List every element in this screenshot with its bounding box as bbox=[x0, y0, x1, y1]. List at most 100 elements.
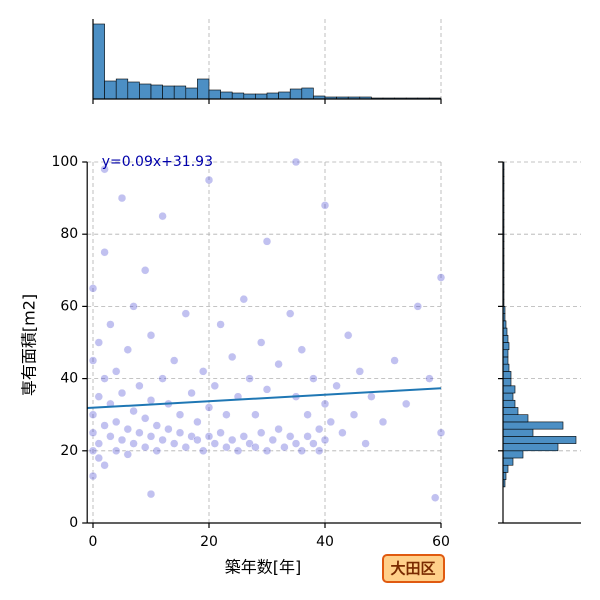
point bbox=[123, 424, 133, 434]
point bbox=[111, 367, 121, 376]
point bbox=[88, 428, 98, 437]
y-tick-label: 20 bbox=[60, 443, 78, 459]
point bbox=[320, 201, 330, 210]
histogram-bar bbox=[150, 84, 163, 100]
point bbox=[401, 399, 411, 409]
point bbox=[158, 211, 167, 221]
point bbox=[111, 446, 121, 456]
point bbox=[210, 439, 220, 448]
point bbox=[349, 410, 359, 419]
point bbox=[204, 175, 214, 185]
x-axis-label: 築年数[年] bbox=[225, 558, 302, 577]
histogram-bar bbox=[115, 78, 129, 100]
histogram-bar bbox=[502, 407, 519, 416]
point bbox=[303, 410, 312, 419]
point bbox=[320, 435, 330, 445]
histogram-bar bbox=[231, 92, 245, 100]
histogram-bar bbox=[502, 349, 509, 358]
point bbox=[169, 439, 179, 448]
histogram-bar bbox=[104, 80, 117, 100]
histogram-bar bbox=[502, 392, 514, 401]
point bbox=[256, 428, 266, 437]
point bbox=[100, 248, 109, 257]
histogram-bar bbox=[185, 87, 198, 100]
point bbox=[100, 460, 109, 470]
point bbox=[140, 266, 150, 275]
point bbox=[94, 392, 104, 401]
point bbox=[378, 417, 388, 427]
point bbox=[251, 442, 260, 452]
point bbox=[181, 309, 191, 318]
point bbox=[111, 417, 121, 427]
point bbox=[291, 157, 301, 167]
histogram-bar bbox=[502, 421, 564, 430]
histogram-bar bbox=[197, 78, 210, 100]
x-tick-label: 20 bbox=[200, 534, 218, 550]
point bbox=[106, 432, 115, 441]
point bbox=[175, 428, 185, 437]
point bbox=[303, 432, 312, 441]
histogram-bar bbox=[502, 428, 534, 437]
point bbox=[88, 356, 98, 365]
point bbox=[94, 439, 104, 448]
point bbox=[436, 428, 446, 437]
histogram-bar bbox=[502, 443, 559, 452]
y-axis-label: 専有面積[m2] bbox=[20, 294, 39, 396]
point bbox=[146, 396, 156, 405]
point bbox=[146, 489, 156, 499]
point bbox=[233, 446, 243, 456]
point bbox=[268, 435, 278, 445]
point bbox=[314, 424, 324, 434]
point bbox=[117, 435, 127, 445]
x-tick-label: 60 bbox=[432, 534, 450, 550]
annotation: y=0.09x+31.93 bbox=[102, 154, 213, 170]
histogram-bar bbox=[255, 93, 268, 100]
point bbox=[100, 421, 109, 430]
point bbox=[216, 428, 225, 437]
point bbox=[158, 374, 167, 383]
point bbox=[355, 367, 365, 376]
point bbox=[343, 331, 353, 340]
badge-box bbox=[382, 554, 445, 583]
point bbox=[187, 388, 196, 398]
point bbox=[413, 302, 423, 311]
point bbox=[256, 338, 266, 347]
point bbox=[274, 359, 283, 369]
point bbox=[216, 320, 225, 329]
point bbox=[222, 442, 231, 452]
point bbox=[123, 450, 133, 459]
histogram-bar bbox=[289, 88, 303, 100]
point bbox=[140, 442, 150, 452]
regression-line bbox=[87, 387, 442, 410]
point bbox=[309, 374, 318, 383]
histogram-bar bbox=[220, 91, 233, 100]
histogram-bar bbox=[502, 457, 514, 466]
point bbox=[262, 385, 272, 394]
histogram-bar bbox=[243, 93, 256, 100]
point bbox=[274, 424, 283, 434]
point bbox=[291, 439, 301, 448]
point bbox=[146, 432, 156, 441]
point bbox=[338, 428, 347, 437]
point bbox=[314, 446, 324, 456]
point bbox=[204, 432, 214, 441]
point bbox=[361, 439, 370, 448]
point bbox=[320, 399, 330, 409]
point bbox=[94, 338, 104, 347]
point bbox=[123, 345, 133, 354]
histogram-bar bbox=[266, 92, 279, 100]
badge: 大田区 bbox=[390, 560, 435, 578]
point bbox=[181, 442, 191, 452]
x-tick-label: 40 bbox=[316, 534, 334, 550]
histogram-bar bbox=[502, 356, 509, 365]
point bbox=[297, 345, 307, 354]
point bbox=[152, 421, 162, 430]
point bbox=[239, 432, 249, 441]
histogram-bar bbox=[502, 450, 524, 459]
point bbox=[152, 446, 162, 456]
point bbox=[262, 237, 272, 246]
point bbox=[239, 294, 249, 304]
point bbox=[135, 381, 144, 391]
point bbox=[425, 374, 434, 383]
point bbox=[88, 471, 98, 481]
